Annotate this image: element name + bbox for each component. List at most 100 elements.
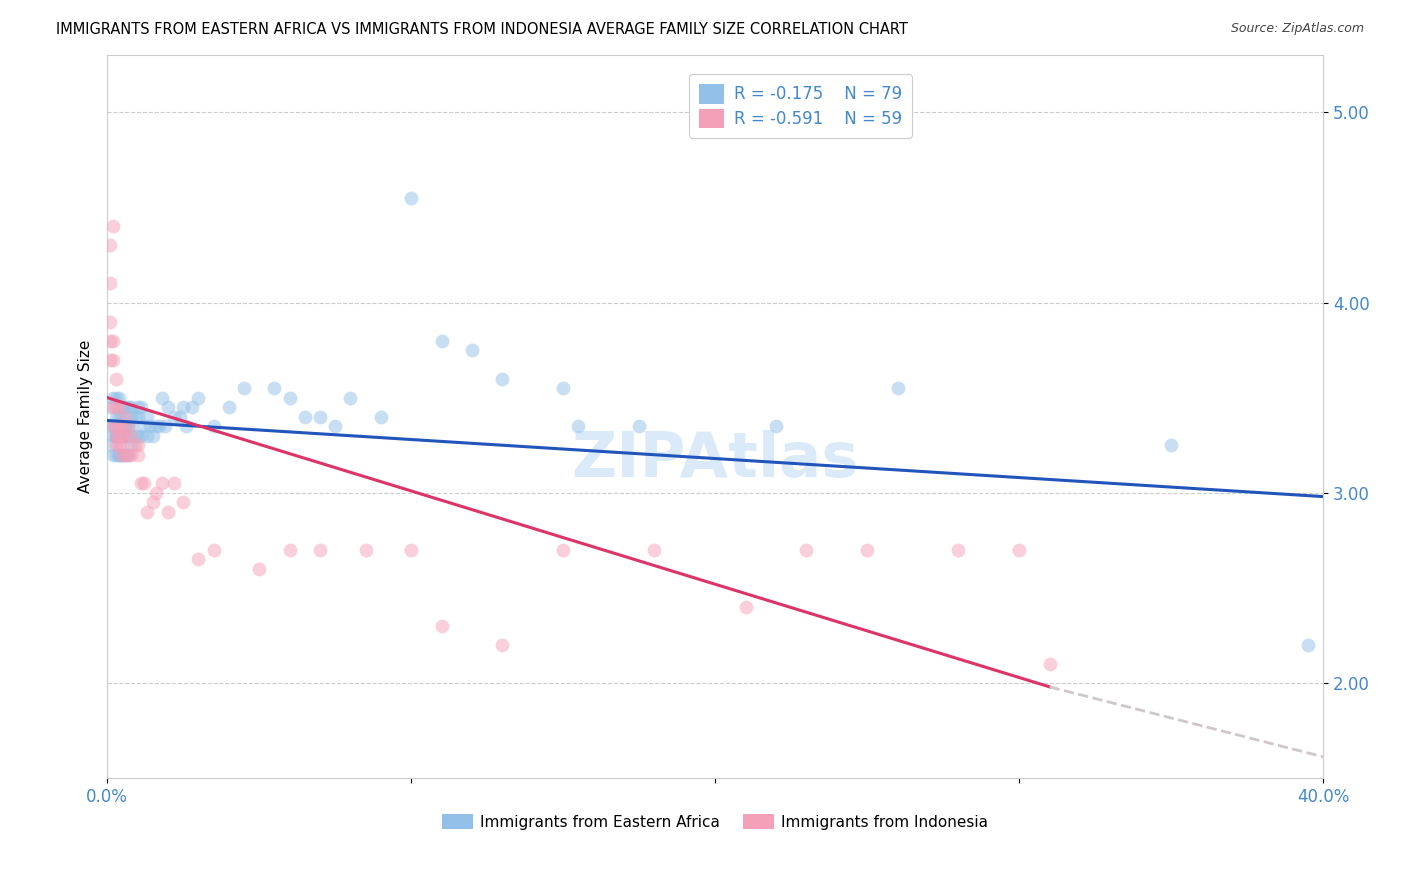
Point	[174, 419, 197, 434]
Point	[1296, 638, 1319, 652]
Point	[145, 485, 167, 500]
Point	[278, 391, 301, 405]
Point	[430, 619, 453, 633]
Point	[105, 428, 128, 442]
Point	[124, 438, 146, 452]
Point	[105, 419, 128, 434]
Point	[233, 381, 256, 395]
Point	[553, 542, 575, 557]
Point	[127, 428, 149, 442]
Point	[856, 542, 879, 557]
Point	[105, 371, 128, 385]
Point	[111, 448, 134, 462]
Point	[734, 599, 756, 614]
Point	[181, 400, 204, 414]
Point	[114, 448, 136, 462]
Point	[114, 400, 136, 414]
Point	[127, 400, 149, 414]
Point	[145, 419, 167, 434]
Point	[111, 419, 134, 434]
Point	[114, 428, 136, 442]
Point	[103, 419, 125, 434]
Point	[643, 542, 665, 557]
Point	[121, 409, 143, 424]
Point	[796, 542, 818, 557]
Point	[263, 381, 285, 395]
Text: IMMIGRANTS FROM EASTERN AFRICA VS IMMIGRANTS FROM INDONESIA AVERAGE FAMILY SIZE : IMMIGRANTS FROM EASTERN AFRICA VS IMMIGR…	[56, 22, 908, 37]
Point	[132, 419, 155, 434]
Point	[98, 419, 121, 434]
Point	[148, 419, 170, 434]
Text: Source: ZipAtlas.com: Source: ZipAtlas.com	[1230, 22, 1364, 36]
Point	[218, 400, 240, 414]
Point	[117, 448, 139, 462]
Point	[1039, 657, 1062, 671]
Point	[105, 448, 128, 462]
Point	[111, 400, 134, 414]
Point	[103, 428, 125, 442]
Point	[129, 476, 152, 491]
Point	[127, 409, 149, 424]
Point	[121, 448, 143, 462]
Point	[121, 438, 143, 452]
Point	[103, 352, 125, 367]
Point	[135, 505, 157, 519]
Point	[105, 409, 128, 424]
Point	[132, 476, 155, 491]
Point	[105, 391, 128, 405]
Point	[323, 419, 346, 434]
Point	[294, 409, 316, 424]
Point	[98, 238, 121, 252]
Point	[98, 334, 121, 348]
Point	[153, 419, 176, 434]
Point	[886, 381, 908, 395]
Point	[108, 438, 131, 452]
Point	[163, 476, 186, 491]
Point	[202, 542, 225, 557]
Point	[103, 391, 125, 405]
Point	[187, 552, 209, 566]
Point	[202, 419, 225, 434]
Point	[108, 400, 131, 414]
Point	[138, 419, 160, 434]
Point	[117, 400, 139, 414]
Point	[491, 638, 513, 652]
Point	[309, 409, 332, 424]
Point	[111, 438, 134, 452]
Point	[108, 448, 131, 462]
Point	[1160, 438, 1182, 452]
Point	[98, 277, 121, 291]
Point	[142, 428, 165, 442]
Point	[172, 495, 194, 509]
Point	[247, 562, 270, 576]
Point	[339, 391, 361, 405]
Point	[117, 419, 139, 434]
Point	[111, 428, 134, 442]
Point	[142, 495, 165, 509]
Point	[124, 428, 146, 442]
Point	[111, 409, 134, 424]
Point	[129, 400, 152, 414]
Point	[108, 409, 131, 424]
Point	[103, 219, 125, 234]
Point	[98, 352, 121, 367]
Point	[430, 334, 453, 348]
Point	[150, 476, 173, 491]
Point	[108, 448, 131, 462]
Point	[169, 409, 191, 424]
Y-axis label: Average Family Size: Average Family Size	[79, 340, 93, 493]
Point	[156, 505, 179, 519]
Point	[765, 419, 787, 434]
Point	[1008, 542, 1031, 557]
Point	[117, 419, 139, 434]
Point	[111, 448, 134, 462]
Point	[114, 448, 136, 462]
Point	[103, 419, 125, 434]
Point	[98, 438, 121, 452]
Point	[553, 381, 575, 395]
Point	[150, 391, 173, 405]
Point	[114, 419, 136, 434]
Text: ZIPAtlas: ZIPAtlas	[571, 430, 859, 490]
Point	[124, 409, 146, 424]
Point	[111, 428, 134, 442]
